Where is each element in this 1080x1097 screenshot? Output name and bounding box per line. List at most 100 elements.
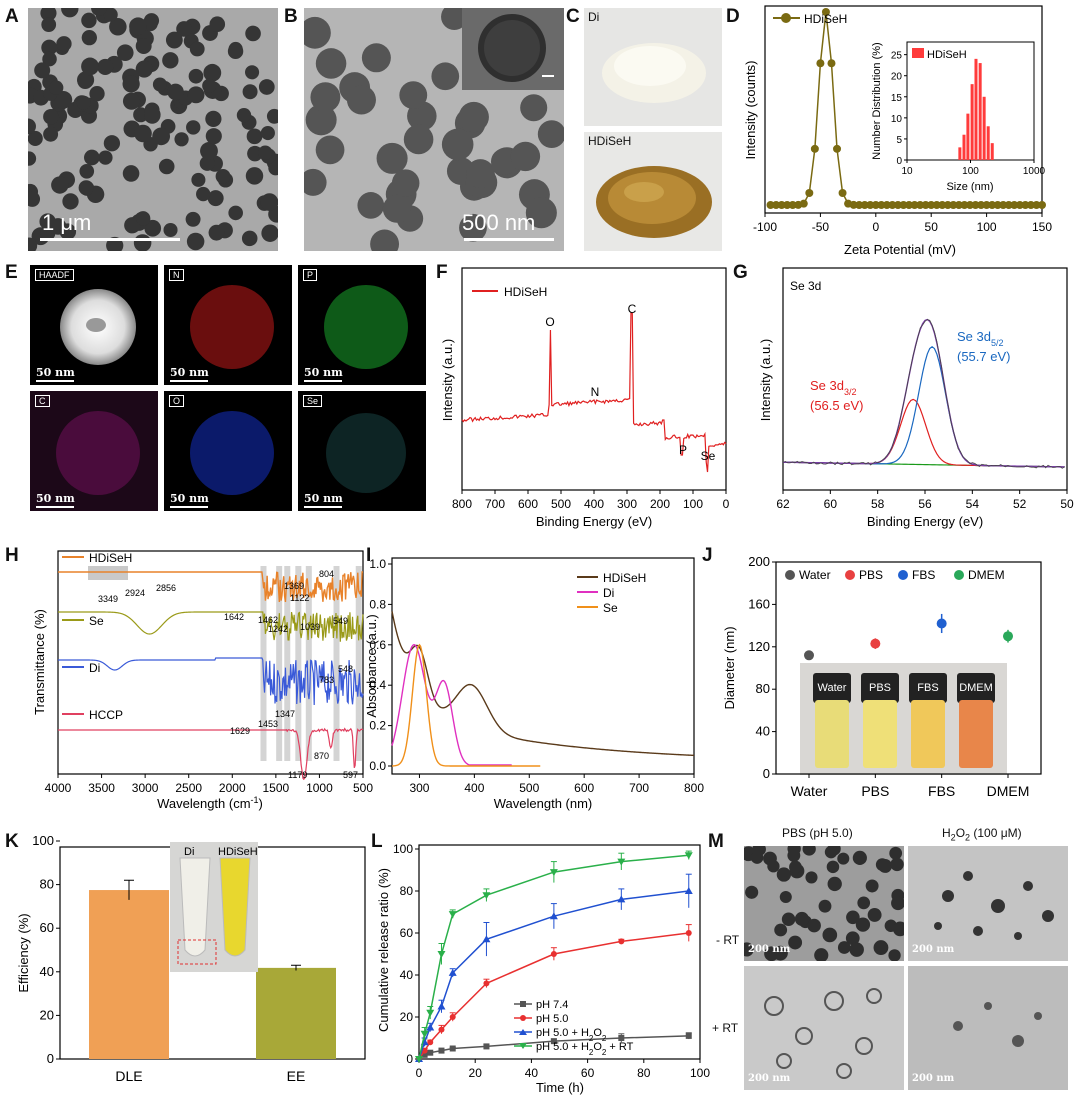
d-inset-ytick: 15 xyxy=(891,93,903,104)
h-annot-597: 597 xyxy=(343,770,358,780)
d-inset-bar xyxy=(966,113,970,160)
d-inset-ytick: 5 xyxy=(896,135,902,146)
h-annot-1242: 1242 xyxy=(268,624,288,634)
photo-di-powder: Di xyxy=(584,8,722,126)
d-point xyxy=(1004,201,1013,209)
panel-label-b: B xyxy=(284,6,298,27)
l-ylabel: Cumulative release ratio (%) xyxy=(376,868,391,1032)
d-legend: HDiSeH xyxy=(804,12,847,26)
d-xtick: 150 xyxy=(1032,220,1052,234)
l-point xyxy=(617,895,626,903)
d-point xyxy=(849,200,858,209)
h-annot-804: 804 xyxy=(319,569,334,579)
g-xtick: 52 xyxy=(1013,497,1027,511)
j-legend-dot xyxy=(954,570,964,580)
d-inset-bar xyxy=(990,143,994,160)
svg-text:pH 5.0 + H2O2: pH 5.0 + H2O2 xyxy=(536,1027,607,1043)
h-band xyxy=(305,566,312,761)
panel-label-m: M xyxy=(708,831,724,852)
h-annot-1179: 1179 xyxy=(288,770,307,780)
i-series-se xyxy=(391,643,541,767)
d-point xyxy=(1026,201,1035,209)
l-point xyxy=(415,1055,423,1062)
g-peak1-sub: 3/2 xyxy=(844,387,857,397)
l-xtick: 40 xyxy=(525,1066,539,1080)
l-ytick: 20 xyxy=(400,1010,414,1024)
h-xtick: 3000 xyxy=(132,781,159,795)
l-line xyxy=(418,890,689,1060)
l-point xyxy=(449,1014,456,1020)
f-xtick: 300 xyxy=(617,497,637,511)
d-point xyxy=(1032,201,1041,209)
h-band xyxy=(276,566,283,761)
l-xtick: 100 xyxy=(690,1066,710,1080)
h-annot-3349: 3349 xyxy=(98,594,118,604)
svg-text:Se 3d3/2: Se 3d3/2 xyxy=(810,378,857,397)
k-bar xyxy=(256,967,336,1059)
h-xtick: 4000 xyxy=(45,781,72,795)
m-image-pbs-nort: 200 nm xyxy=(744,846,904,961)
d-point xyxy=(932,201,941,209)
j-legend-label: PBS xyxy=(859,568,883,582)
h-annot-2924: 2924 xyxy=(125,588,145,598)
l-xtick: 20 xyxy=(469,1066,483,1080)
h-xtick: 500 xyxy=(353,781,373,795)
d-ylabel: Intensity (counts) xyxy=(743,61,758,160)
d-line xyxy=(770,11,1042,206)
i-xtick: 300 xyxy=(409,781,429,795)
i-legend-hdisesh: HDiSeH xyxy=(603,571,646,585)
h-legend-di: Di xyxy=(89,661,100,675)
d-point xyxy=(971,201,980,209)
d-point xyxy=(1010,201,1019,209)
i-legend-di: Di xyxy=(603,586,614,600)
i-ytick: 0.6 xyxy=(369,638,386,652)
l-point xyxy=(437,951,446,958)
l-ytick: 80 xyxy=(400,884,414,898)
i-xtick: 800 xyxy=(684,781,704,795)
d-point xyxy=(993,201,1002,209)
h-xtick: 3500 xyxy=(88,781,115,795)
h-band xyxy=(355,566,362,761)
d-point xyxy=(882,201,891,209)
h-legend-se: Se xyxy=(89,614,104,628)
m-row-label-2: + RT xyxy=(712,1021,739,1035)
d-inset-bar xyxy=(982,96,986,160)
scale-bar-b xyxy=(464,238,554,241)
k-ytick: 0 xyxy=(47,1051,54,1066)
d-point xyxy=(816,59,825,68)
d-point xyxy=(788,200,797,209)
panel-label-i: I xyxy=(366,545,372,566)
h-ylabel: Transmittance (%) xyxy=(32,609,47,715)
j-xtick: DMEM xyxy=(987,783,1030,799)
k-xtick: DLE xyxy=(115,1068,142,1084)
l-ytick: 0 xyxy=(406,1052,413,1066)
panel-label-e: E xyxy=(5,262,18,283)
h-annot-1453: 1453 xyxy=(258,719,278,729)
scale-bar-a xyxy=(40,238,180,241)
l-point xyxy=(482,935,491,943)
j-point xyxy=(936,618,947,629)
l-ytick: 60 xyxy=(400,926,414,940)
map-scale-p: 50 nm xyxy=(304,366,343,379)
h-annot-1462: 1462 xyxy=(258,615,278,625)
l-point xyxy=(482,892,491,900)
h-annot-548: 548 xyxy=(338,664,353,674)
j-ytick: 0 xyxy=(763,766,770,781)
d-point xyxy=(860,200,869,209)
g-xtick: 50 xyxy=(1060,497,1074,511)
l-xlabel: Time (h) xyxy=(536,1080,584,1095)
g-xtick: 60 xyxy=(824,497,838,511)
d-point xyxy=(866,201,875,209)
g-envelope xyxy=(782,318,1065,468)
l-point xyxy=(685,1032,692,1039)
h-series-hdisesh xyxy=(58,571,363,603)
g-xtick: 58 xyxy=(871,497,885,511)
panel-label-d: D xyxy=(726,6,740,27)
d-inset-xtick: 10 xyxy=(901,166,913,177)
l-line xyxy=(418,854,689,1060)
m-col-title-1: PBS (pH 5.0) xyxy=(782,826,853,840)
j-ylabel: Diameter (nm) xyxy=(722,626,737,709)
d-point xyxy=(938,201,947,209)
d-point xyxy=(805,188,814,197)
l-point xyxy=(416,1056,422,1062)
